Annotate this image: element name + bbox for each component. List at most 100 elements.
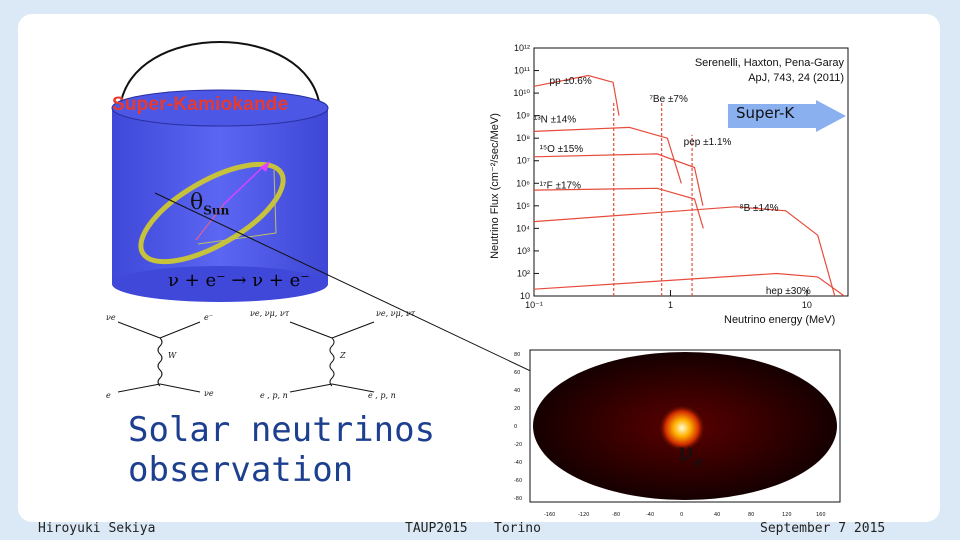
feyn-left-line-3 — [117, 383, 161, 393]
series-label-pep: pep ±1.1% — [684, 137, 732, 148]
y-tick-label: 10¹¹ — [514, 66, 530, 76]
series-line-¹⁵O — [533, 153, 704, 206]
y-tick-label: 10² — [517, 268, 530, 278]
nu-e-label: νe — [678, 438, 704, 472]
feyn-right-line-2 — [331, 321, 375, 339]
feyn-left-line-4 — [159, 383, 201, 393]
sky-y-tick: 0 — [514, 424, 517, 430]
footer-date: September 7 2015 — [760, 521, 886, 536]
citation-line-1: Serenelli, Haxton, Pena-Garay — [695, 57, 845, 69]
sun-signal — [658, 404, 706, 452]
y-tick-label: 10¹⁰ — [513, 88, 530, 98]
sky-x-tick: -40 — [646, 512, 654, 518]
sky-x-tick: 0 — [680, 512, 683, 518]
sky-y-tick: -80 — [514, 496, 522, 502]
footer-conference: TAUP2015 — [405, 521, 468, 536]
series-line-pp — [533, 74, 620, 116]
feyn-right-line-4 — [331, 383, 375, 393]
x-tick-labels: 10⁻¹ 1 10 — [525, 290, 812, 310]
feyn-right-mediator: Z — [339, 351, 346, 360]
series-line-hep — [533, 272, 845, 297]
superk-label: Super-K — [736, 104, 795, 122]
slide-title-line-2: observation — [128, 450, 354, 490]
series-label-⁸B: ⁸B ±14% — [739, 203, 778, 214]
feyn-right-propagator — [329, 337, 335, 387]
y-tick-label: 10³ — [517, 246, 530, 256]
sky-y-tick: 60 — [514, 370, 520, 376]
electron-arrowhead — [260, 161, 270, 172]
superk-arrow — [728, 100, 846, 132]
theta-sun-label: θSun — [190, 190, 230, 218]
series-layer — [533, 74, 845, 297]
x-axis-label: Neutrino energy (MeV) — [724, 314, 835, 326]
feyn-right-bottom-left: e , p, n — [260, 391, 288, 400]
feyn-right-top-left: νe, νμ, ντ — [250, 309, 290, 318]
feyn-left-propagator — [157, 337, 163, 387]
feyn-left-top-right: e⁻ — [204, 313, 213, 322]
citation-line-2: ApJ, 743, 24 (2011) — [748, 72, 844, 84]
y-tick-label: 10¹² — [514, 43, 530, 53]
chart-axes-box — [533, 47, 849, 297]
series-label-¹⁵O: ¹⁵O ±15% — [540, 144, 584, 155]
sky-x-ticks: -160 -120 -80 -40 0 40 80 120 160 — [544, 512, 826, 518]
superk-arrow-shape — [728, 100, 846, 132]
feyn-right-top-right: νe, νμ, ντ — [376, 309, 416, 318]
y-tick-label: 10⁸ — [516, 133, 530, 143]
y-tick-label: 10⁷ — [517, 156, 530, 166]
series-label-¹⁷F: ¹⁷F ±17% — [540, 180, 581, 191]
feyn-left-top-left: νe — [106, 313, 116, 322]
feyn-left-bottom-right: νe — [204, 389, 214, 398]
slide-title: Solar neutrinos observation — [128, 410, 435, 490]
feynman-diagrams: νe e⁻ W e νe νe, νμ, ντ νe, νμ, ντ Z e ,… — [106, 309, 416, 400]
sky-y-tick: -60 — [514, 478, 522, 484]
tank-dome-outline — [119, 41, 321, 109]
cone-line-a — [195, 203, 225, 241]
feyn-right-line-3 — [289, 383, 333, 393]
series-label-hep: hep ±30% — [766, 286, 811, 297]
sky-x-tick: 40 — [714, 512, 720, 518]
y-tick-label: 10⁹ — [516, 111, 530, 121]
series-label-pp: pp ±0.6% — [550, 76, 592, 87]
footer-place: Torino — [494, 521, 541, 536]
y-tick-label: 10⁵ — [516, 201, 530, 211]
electron-track — [223, 164, 266, 205]
y-tick-label: 10⁴ — [516, 223, 530, 233]
series-label-⁷Be: ⁷Be ±7% — [649, 94, 688, 105]
y-tick-label: 10⁶ — [516, 178, 530, 188]
sky-y-tick: -20 — [514, 442, 522, 448]
feyn-left-bottom-left: e — [106, 391, 111, 400]
slide-title-line-1: Solar neutrinos — [128, 410, 436, 450]
series-line-⁸B — [533, 206, 836, 297]
detector-label: Super-Kamiokande — [112, 94, 289, 115]
cone-line-c — [273, 169, 277, 234]
sky-x-tick: 120 — [782, 512, 792, 518]
sky-y-tick: -40 — [514, 460, 522, 466]
sky-x-tick: -80 — [612, 512, 620, 518]
x-tick-label: 10 — [802, 300, 812, 310]
feyn-left-line-2 — [159, 321, 201, 339]
neutrino-spectrum-chart: 10 10² 10³ 10⁴ 10⁵ 10⁶ 10⁷ 10⁸ 10⁹ 10¹⁰ 10¹¹ 10¹² 1… — [480, 36, 860, 332]
tank-body — [112, 108, 328, 284]
sky-y-tick: 20 — [514, 406, 520, 412]
chart-background — [480, 36, 860, 332]
sky-x-tick: -120 — [578, 512, 589, 518]
cherenkov-ring — [138, 161, 286, 265]
sky-y-ticks: 80 60 40 20 0 -20 -40 -60 -80 — [514, 352, 522, 502]
x-tick-label: 1 — [668, 300, 673, 310]
cone-line-b — [197, 232, 277, 245]
detector-illustration — [111, 41, 329, 302]
feyn-right-line-1 — [289, 321, 333, 339]
series-labels: pp ±0.6% ¹³N ±14% ⁷Be ±7% pep ±1.1% ¹⁵O ±15%… — [534, 76, 811, 297]
sky-x-tick: 80 — [748, 512, 754, 518]
sky-x-tick: 160 — [816, 512, 826, 518]
tank-bottom — [112, 266, 328, 302]
y-tick-labels: 10 10² 10³ 10⁴ 10⁵ 10⁶ 10⁷ 10⁸ 10⁹ 10¹⁰ 10¹¹ 10¹² — [513, 43, 539, 301]
sky-y-tick: 80 — [514, 352, 520, 358]
feyn-left-line-1 — [117, 321, 161, 339]
feyn-right-bottom-right: e , p, n — [368, 391, 396, 400]
y-axis-label: Neutrino Flux (cm⁻²/sec/MeV) — [489, 113, 501, 259]
x-tick-label: 10⁻¹ — [525, 300, 543, 310]
feyn-left-mediator: W — [168, 351, 177, 360]
y-tick-label: 10 — [520, 291, 530, 301]
